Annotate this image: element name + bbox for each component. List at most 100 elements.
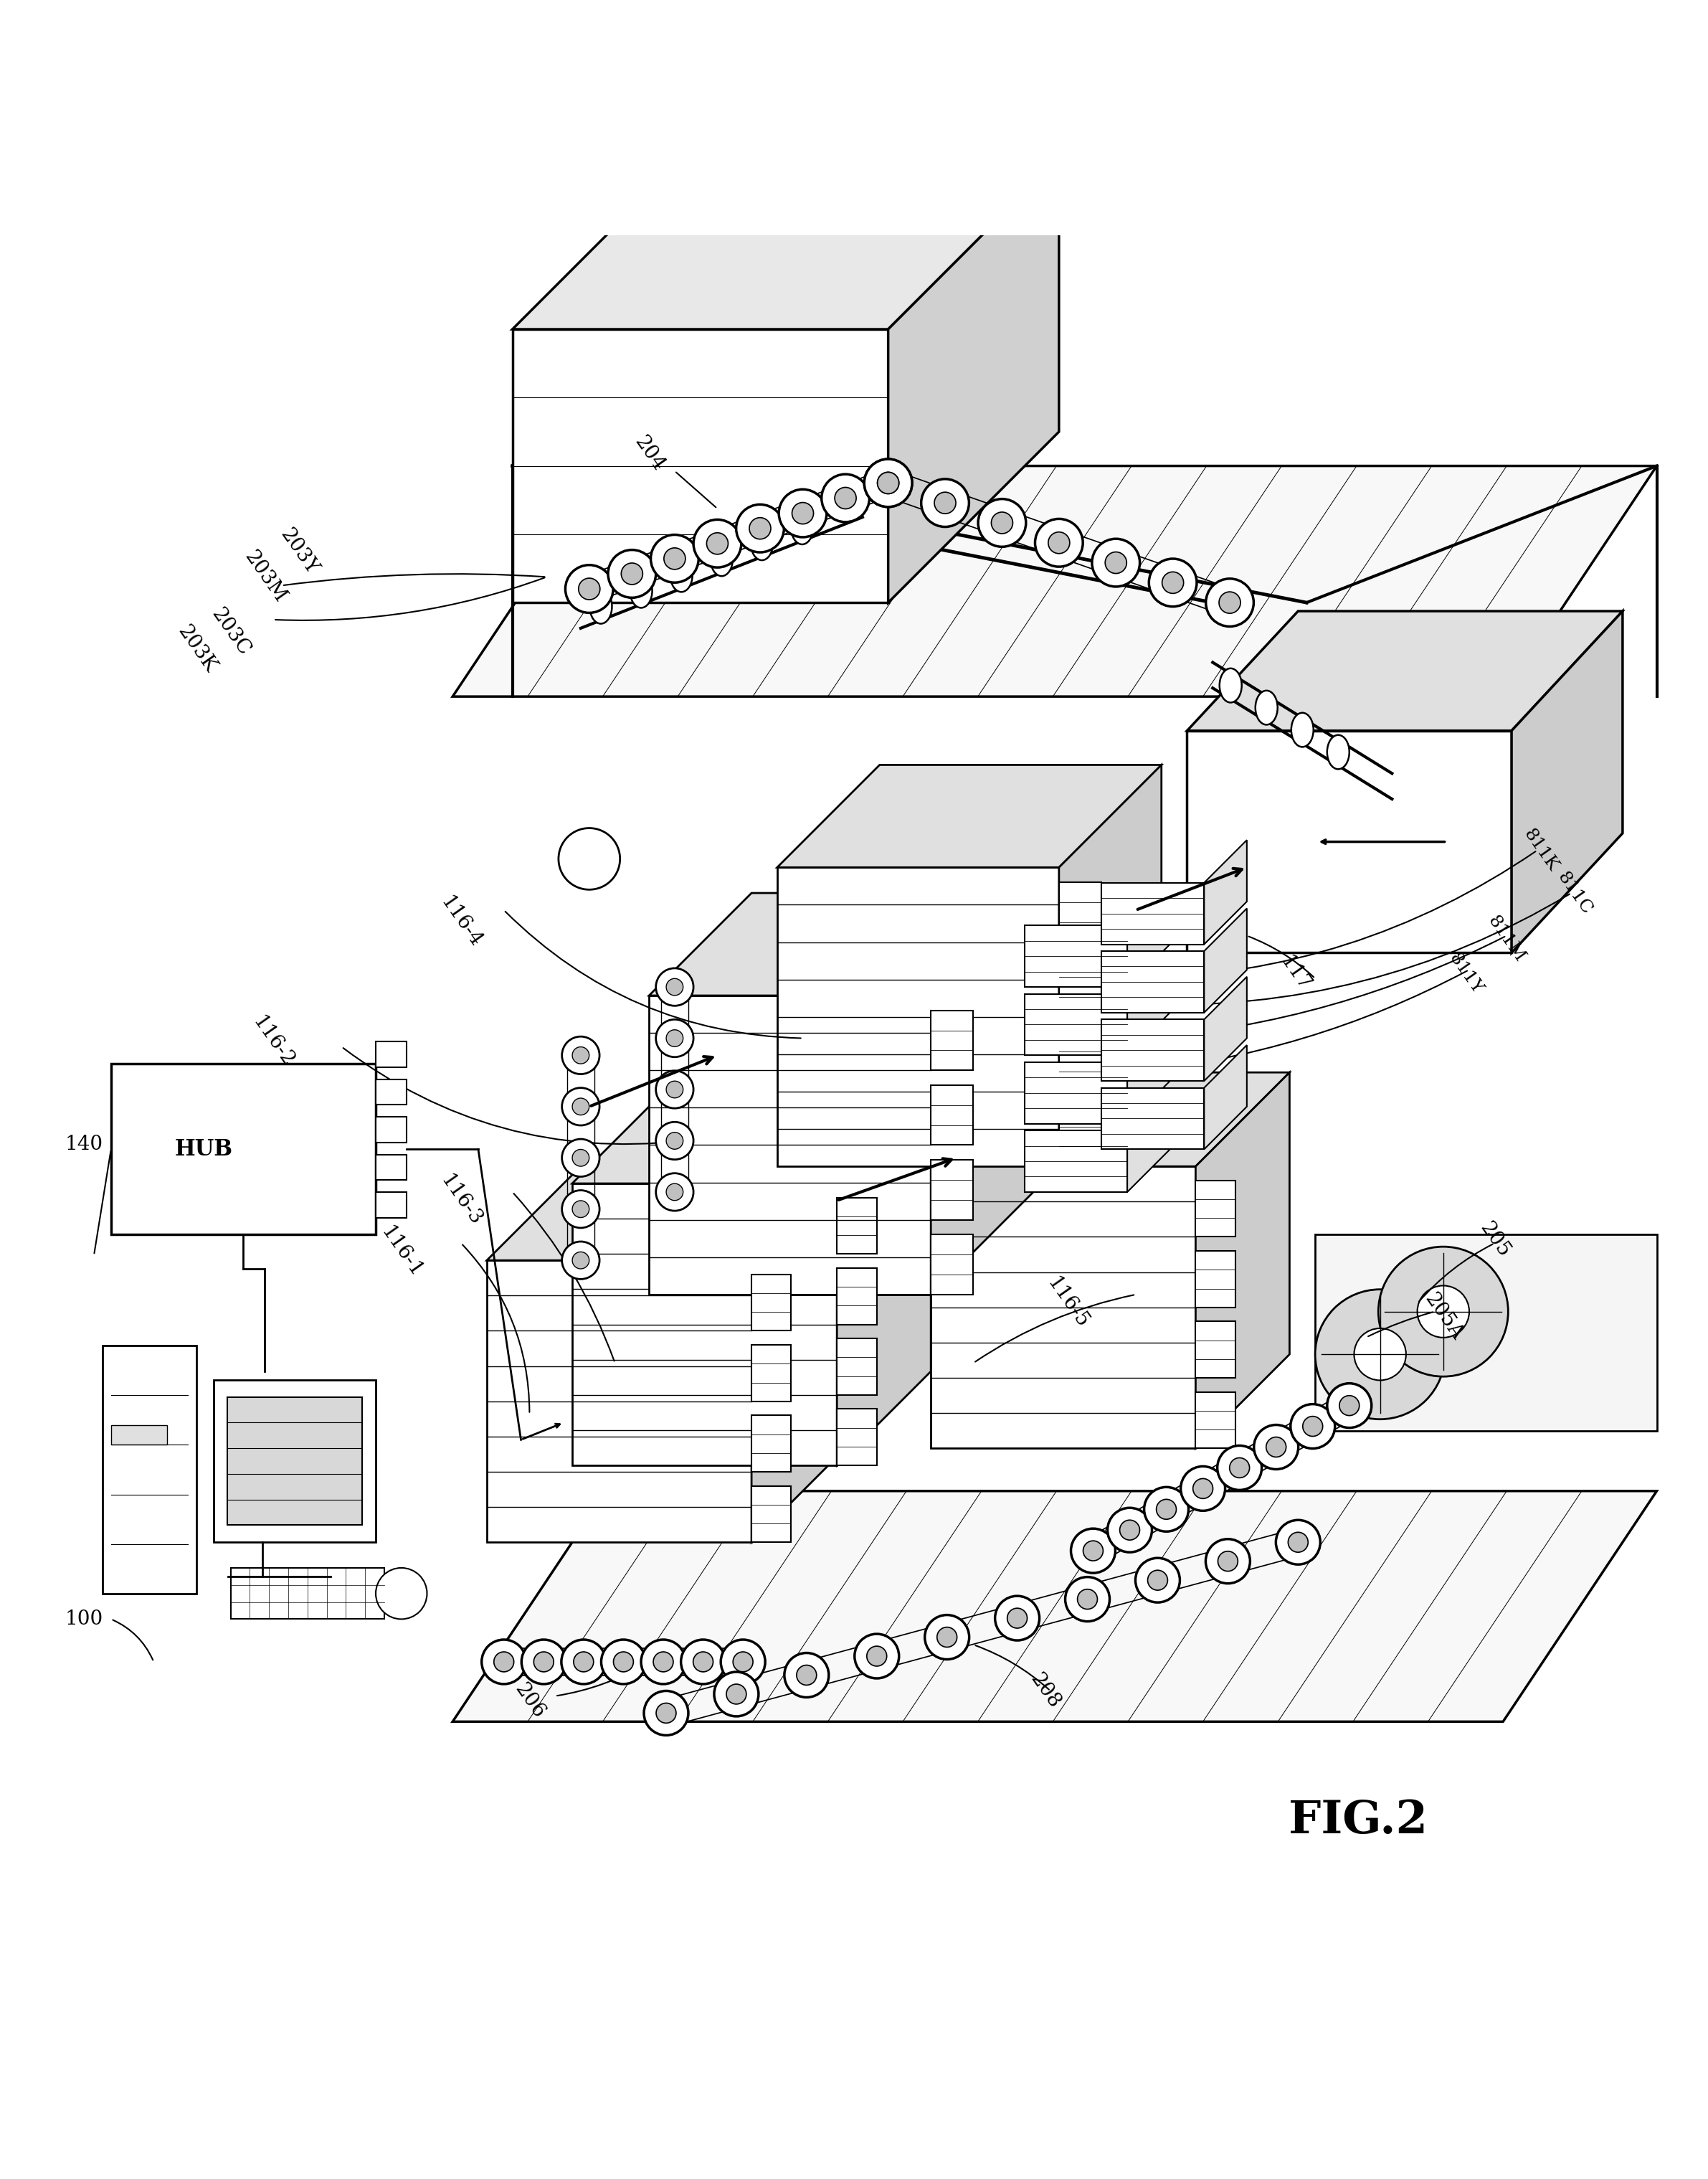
Circle shape	[726, 1684, 746, 1704]
Polygon shape	[931, 1235, 974, 1294]
Circle shape	[562, 1639, 606, 1684]
Ellipse shape	[752, 525, 774, 560]
Ellipse shape	[791, 510, 813, 545]
Text: 140: 140	[65, 1135, 102, 1155]
Circle shape	[533, 1652, 553, 1671]
Circle shape	[721, 1639, 765, 1684]
Circle shape	[1071, 1530, 1115, 1573]
Circle shape	[1136, 1558, 1180, 1602]
Circle shape	[666, 978, 683, 996]
Ellipse shape	[630, 573, 652, 608]
Polygon shape	[453, 466, 1657, 697]
Circle shape	[562, 1190, 600, 1229]
Polygon shape	[837, 1198, 876, 1253]
Polygon shape	[1187, 610, 1623, 730]
Circle shape	[521, 1639, 565, 1684]
Circle shape	[562, 1242, 600, 1279]
Circle shape	[572, 1046, 589, 1063]
Text: 203C: 203C	[207, 604, 254, 658]
Circle shape	[979, 499, 1027, 547]
Ellipse shape	[589, 591, 611, 623]
Polygon shape	[572, 1183, 837, 1464]
Polygon shape	[931, 1159, 974, 1220]
Circle shape	[681, 1639, 726, 1684]
Circle shape	[482, 1639, 526, 1684]
Text: 206: 206	[511, 1680, 548, 1721]
Circle shape	[622, 562, 642, 584]
Polygon shape	[752, 1344, 791, 1401]
Circle shape	[1035, 519, 1083, 567]
Bar	[376, 1079, 407, 1105]
Polygon shape	[752, 1486, 791, 1543]
Circle shape	[866, 1645, 886, 1667]
Circle shape	[572, 1148, 589, 1166]
Polygon shape	[1196, 1072, 1290, 1449]
Circle shape	[562, 1140, 600, 1177]
Polygon shape	[1127, 882, 1170, 987]
Ellipse shape	[1255, 691, 1278, 726]
Circle shape	[559, 828, 620, 889]
Circle shape	[924, 1615, 968, 1660]
Circle shape	[579, 577, 600, 599]
Text: 100: 100	[65, 1610, 102, 1630]
Polygon shape	[1059, 1033, 1102, 1092]
Circle shape	[991, 512, 1013, 534]
Circle shape	[1418, 1286, 1469, 1338]
Bar	[376, 1192, 407, 1218]
Circle shape	[664, 547, 685, 569]
Text: 208: 208	[1027, 1669, 1064, 1713]
Polygon shape	[1059, 882, 1102, 941]
Polygon shape	[931, 893, 1033, 1294]
Text: 116-1: 116-1	[377, 1222, 425, 1281]
Text: 205A: 205A	[1421, 1290, 1465, 1344]
Circle shape	[651, 534, 699, 582]
Circle shape	[1288, 1532, 1308, 1551]
Circle shape	[1107, 1508, 1151, 1551]
Circle shape	[996, 1595, 1040, 1641]
Circle shape	[376, 1569, 427, 1619]
Circle shape	[572, 1098, 589, 1116]
Circle shape	[656, 967, 693, 1007]
Circle shape	[1049, 532, 1069, 553]
Polygon shape	[1102, 1087, 1204, 1148]
Polygon shape	[931, 1166, 1196, 1449]
Circle shape	[1327, 1384, 1372, 1427]
Circle shape	[1192, 1480, 1213, 1499]
Polygon shape	[752, 1275, 791, 1331]
Circle shape	[750, 519, 770, 538]
Circle shape	[666, 1183, 683, 1201]
Circle shape	[666, 1031, 683, 1046]
Circle shape	[1091, 538, 1139, 586]
Polygon shape	[777, 867, 1059, 1166]
Circle shape	[938, 1628, 956, 1647]
Circle shape	[644, 1691, 688, 1734]
Polygon shape	[931, 1072, 1290, 1166]
Circle shape	[864, 460, 912, 508]
Text: 811K: 811K	[1520, 826, 1561, 874]
Text: 204: 204	[630, 434, 668, 475]
Circle shape	[1008, 1608, 1027, 1628]
Circle shape	[656, 1704, 676, 1724]
Polygon shape	[931, 1011, 974, 1070]
Polygon shape	[649, 996, 931, 1294]
Circle shape	[878, 473, 898, 495]
Circle shape	[1291, 1403, 1336, 1449]
Circle shape	[574, 1652, 594, 1671]
Circle shape	[572, 1253, 589, 1268]
Circle shape	[666, 1133, 683, 1148]
Polygon shape	[649, 893, 1033, 996]
Circle shape	[793, 503, 813, 523]
Polygon shape	[1102, 950, 1204, 1013]
Circle shape	[1161, 571, 1184, 593]
Polygon shape	[837, 1338, 876, 1395]
Circle shape	[608, 549, 656, 597]
Circle shape	[921, 479, 968, 527]
Text: 811C: 811C	[1554, 869, 1595, 917]
Bar	[214, 1379, 376, 1543]
Circle shape	[1156, 1499, 1177, 1519]
Circle shape	[1206, 580, 1254, 628]
Circle shape	[1144, 1486, 1189, 1532]
Polygon shape	[1204, 976, 1247, 1081]
Circle shape	[693, 519, 741, 567]
Circle shape	[656, 1122, 693, 1159]
